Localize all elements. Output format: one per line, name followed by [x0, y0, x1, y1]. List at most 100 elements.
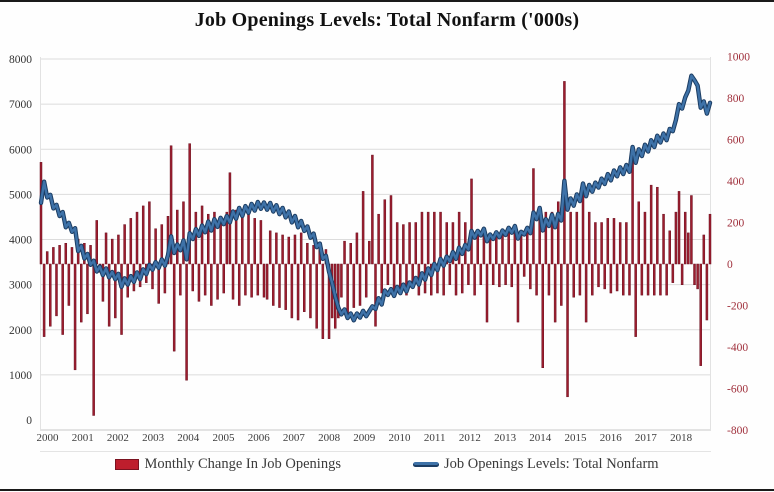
bar-monthly-change: [107, 263, 111, 327]
bar-monthly-change: [600, 222, 603, 265]
bar-monthly-change: [284, 263, 287, 310]
legend-label-bars: Monthly Change In Job Openings: [144, 456, 341, 472]
bar-monthly-change: [337, 263, 340, 319]
bar-monthly-change: [529, 263, 532, 290]
x-axis-tick: 2015: [565, 432, 588, 444]
bar-monthly-change: [572, 263, 575, 298]
bar-monthly-change: [293, 234, 297, 265]
bar-monthly-change: [262, 263, 266, 298]
x-axis-tick: 2007: [283, 432, 306, 444]
bar-monthly-change: [364, 263, 368, 298]
bar-monthly-change: [303, 263, 306, 312]
bar-monthly-change: [120, 263, 123, 335]
bar-monthly-change: [618, 222, 622, 265]
left-axis-tick: 3000: [9, 280, 32, 292]
bar-monthly-change: [606, 218, 610, 265]
bar-monthly-change: [430, 263, 433, 296]
bar-monthly-change: [358, 263, 362, 306]
right-axis-tick: 400: [727, 176, 745, 188]
bar-monthly-change: [696, 263, 699, 290]
bar-monthly-change: [575, 211, 579, 265]
bar-monthly-change: [668, 230, 671, 265]
bar-monthly-change: [687, 232, 690, 265]
bar-monthly-change: [622, 263, 625, 296]
bar-monthly-change: [680, 263, 684, 285]
x-axis-tick: 2004: [177, 432, 200, 444]
bar-monthly-change: [603, 263, 606, 290]
right-axis-tick: 800: [727, 93, 745, 105]
right-axis-tick: -400: [727, 342, 748, 354]
x-axis-tick: 2000: [37, 432, 60, 444]
x-axis-tick: 2018: [670, 432, 693, 444]
bar-monthly-change: [507, 230, 510, 265]
bar-monthly-change: [70, 247, 74, 265]
left-axis-tick: 5000: [9, 189, 32, 201]
bar-monthly-change: [49, 263, 52, 327]
right-axis-tick: 0: [727, 259, 733, 271]
bar-monthly-change: [58, 245, 61, 265]
x-axis-tick: 2003: [142, 432, 165, 444]
bar-monthly-change: [92, 263, 95, 416]
bar-monthly-change: [179, 263, 182, 296]
bar-monthly-change: [457, 211, 461, 265]
bar-monthly-change: [361, 191, 365, 265]
bar-monthly-change: [656, 186, 659, 265]
bar-monthly-change: [442, 263, 445, 296]
bar-monthly-change: [625, 222, 628, 265]
bar-monthly-change: [315, 263, 318, 329]
bar-monthly-change: [259, 220, 263, 265]
bar-monthly-change: [216, 263, 219, 300]
bar-monthly-change: [250, 263, 253, 298]
x-axis-tick: 2008: [318, 432, 341, 444]
bar-monthly-change: [448, 263, 452, 285]
bar-monthly-change: [275, 232, 278, 265]
bar-monthly-change: [213, 211, 216, 265]
bar-monthly-change: [377, 213, 380, 265]
x-axis-tick: 2012: [459, 432, 481, 444]
x-axis-tick: 2005: [213, 432, 236, 444]
bar-monthly-change: [563, 81, 566, 265]
x-axis-tick: 2014: [529, 432, 552, 444]
bar-monthly-change: [278, 263, 281, 308]
bar-monthly-change: [612, 218, 616, 265]
x-axis-tick: 2001: [72, 432, 94, 444]
bar-monthly-change: [597, 263, 600, 288]
left-axis-tick: 8000: [9, 54, 32, 66]
right-axis-tick: 1000: [727, 52, 750, 64]
bar-monthly-change: [268, 230, 272, 265]
bar-monthly-change: [587, 211, 591, 265]
bar-monthly-change: [584, 263, 588, 323]
bar-monthly-change: [649, 184, 653, 265]
bar-monthly-change: [355, 232, 359, 265]
bar-monthly-change: [203, 263, 207, 296]
bar-monthly-change: [708, 213, 712, 265]
bar-monthly-change: [55, 263, 58, 317]
bar-monthly-change: [374, 263, 377, 327]
legend-item-line: Job Openings Levels: Total Nonfarm: [412, 456, 659, 473]
bar-monthly-change: [671, 263, 675, 283]
bar-monthly-change: [340, 263, 343, 298]
bar-monthly-change: [352, 263, 356, 308]
bar-monthly-change: [420, 211, 424, 265]
bar-monthly-change: [643, 211, 647, 265]
bar-monthly-change: [231, 263, 235, 300]
left-axis-tick: 2000: [9, 325, 32, 337]
x-axis-tick: 2017: [635, 432, 658, 444]
bar-monthly-change: [479, 263, 483, 285]
left-axis-tick: 7000: [9, 99, 32, 111]
bar-monthly-change: [541, 263, 544, 368]
bar-monthly-change: [637, 201, 641, 265]
line-swatch-icon: [412, 462, 439, 467]
bar-monthly-change: [197, 263, 201, 302]
bar-monthly-change: [439, 211, 442, 265]
bar-monthly-change: [646, 263, 650, 296]
bar-monthly-change: [674, 211, 678, 265]
bar-monthly-change: [535, 263, 538, 296]
bar-monthly-change: [253, 218, 256, 265]
bar-monthly-change: [172, 263, 176, 352]
line-level: [39, 74, 712, 322]
bar-monthly-change: [191, 263, 195, 292]
bar-monthly-change: [114, 263, 117, 319]
